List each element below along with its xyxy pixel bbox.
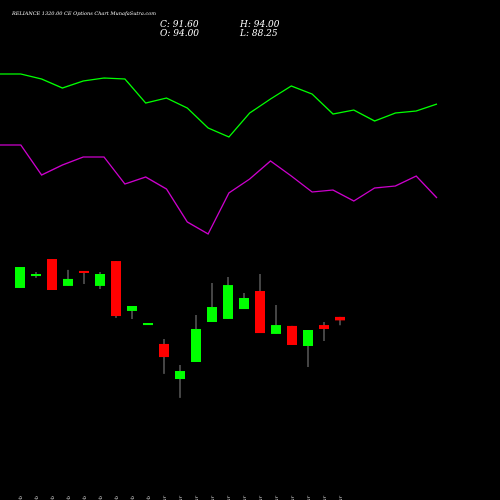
candle-body [207, 307, 217, 322]
x-tick-label: 17 Mar [322, 495, 328, 500]
candle-body [223, 285, 233, 319]
candle-body [31, 274, 41, 277]
x-tick-label: 16 Feb [18, 496, 24, 500]
x-tick-label: 13 Mar [290, 495, 296, 500]
x-tick-label: 04 Mar [178, 495, 184, 500]
x-tick-label: 11 Mar [258, 495, 264, 500]
candle-body [191, 328, 201, 362]
high-text: H: 94.00 [239, 20, 280, 30]
x-tick-label: 05 Mar [194, 495, 200, 500]
x-tick-label: 19 Feb [50, 496, 56, 500]
x-tick-label: 25 Feb [114, 496, 120, 500]
close-text: C: 91.60 [160, 20, 199, 30]
x-tick-label: 09 Mar [226, 495, 232, 500]
candle-body [159, 343, 169, 358]
candle-body [63, 278, 73, 286]
indicator-line [0, 73, 438, 138]
indicator-line [0, 144, 438, 235]
candle-body [143, 323, 153, 326]
low-text: L: 88.25 [239, 29, 278, 39]
candle-body [175, 371, 185, 380]
candle-body [303, 330, 313, 346]
candle-body [15, 267, 25, 288]
x-tick-label: 26 Feb [130, 496, 136, 500]
candle-body [239, 298, 249, 310]
x-tick-label: 18 Feb [34, 496, 40, 500]
candle-body [335, 316, 345, 321]
open-text: O: 94.00 [160, 29, 199, 39]
candle-body [127, 306, 137, 311]
x-tick-label: 02 Mar [162, 495, 168, 500]
candle-body [319, 325, 329, 329]
candle-body [95, 274, 105, 286]
candle-body [271, 325, 281, 334]
candle-body [79, 270, 89, 273]
candle-body [47, 259, 57, 290]
candle-body [111, 261, 121, 317]
x-tick-label: 20 Feb [66, 496, 72, 500]
x-tick-label: 18 Mar [338, 495, 344, 500]
chart-title: RELIANCE 1320.00 CE Options Chart Munafa… [11, 11, 156, 17]
x-tick-label: 23 Feb [82, 496, 88, 500]
x-tick-label: 24 Feb [98, 496, 104, 500]
candle-body [287, 325, 297, 345]
x-tick-label: 06 Mar [210, 495, 216, 500]
x-tick-label: 10 Mar [242, 495, 248, 500]
x-tick-label: 27 Feb [146, 496, 152, 500]
x-tick-label: 16 Mar [306, 495, 312, 500]
x-tick-label: 12 Mar [274, 495, 280, 500]
candle-body [255, 291, 265, 334]
